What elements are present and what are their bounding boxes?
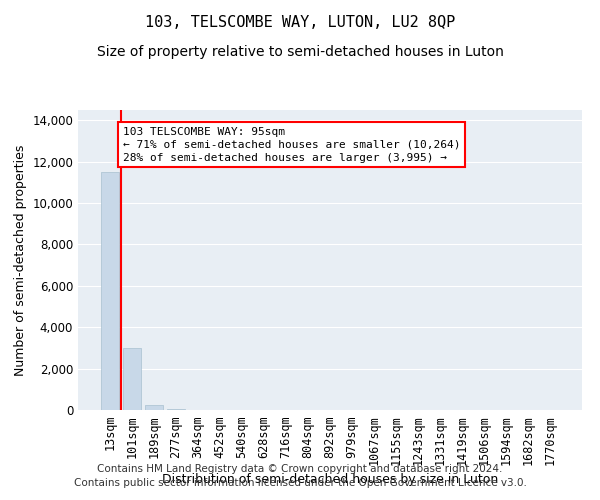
Bar bbox=[145, 406, 163, 410]
Text: 103 TELSCOMBE WAY: 95sqm
← 71% of semi-detached houses are smaller (10,264)
28% : 103 TELSCOMBE WAY: 95sqm ← 71% of semi-d… bbox=[123, 126, 460, 163]
Text: 103, TELSCOMBE WAY, LUTON, LU2 8QP: 103, TELSCOMBE WAY, LUTON, LU2 8QP bbox=[145, 15, 455, 30]
Text: Contains HM Land Registry data © Crown copyright and database right 2024.
Contai: Contains HM Land Registry data © Crown c… bbox=[74, 464, 526, 487]
Y-axis label: Number of semi-detached properties: Number of semi-detached properties bbox=[14, 144, 27, 376]
X-axis label: Distribution of semi-detached houses by size in Luton: Distribution of semi-detached houses by … bbox=[162, 473, 498, 486]
Bar bbox=[101, 172, 119, 410]
Bar bbox=[123, 348, 140, 410]
Text: Size of property relative to semi-detached houses in Luton: Size of property relative to semi-detach… bbox=[97, 45, 503, 59]
